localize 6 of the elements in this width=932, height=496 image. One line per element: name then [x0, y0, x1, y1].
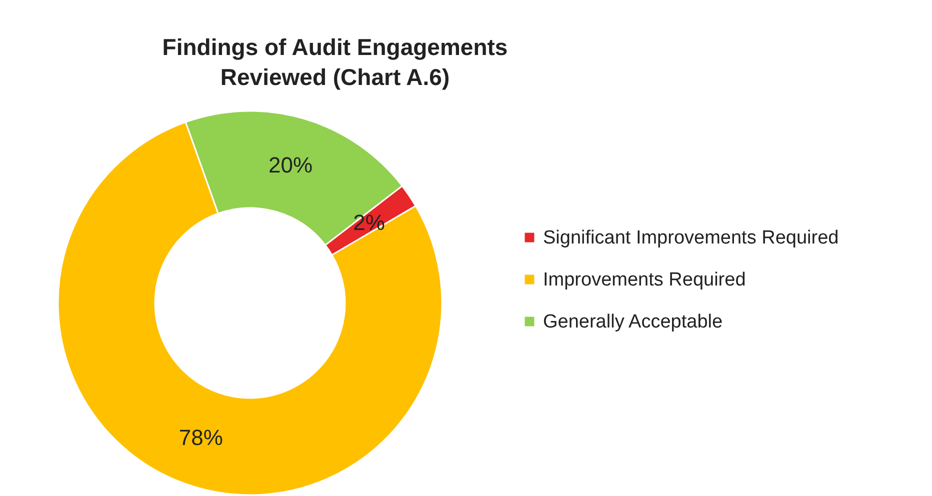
chart-title: Findings of Audit Engagements Reviewed (Chart A.6): [162, 34, 508, 90]
data-label: 78%: [178, 424, 223, 450]
data-label: 20%: [268, 152, 313, 178]
legend-label: Significant Improvements Required: [543, 228, 839, 248]
legend-label: Improvements Required: [543, 270, 746, 290]
legend-label: Generally Acceptable: [543, 312, 723, 332]
